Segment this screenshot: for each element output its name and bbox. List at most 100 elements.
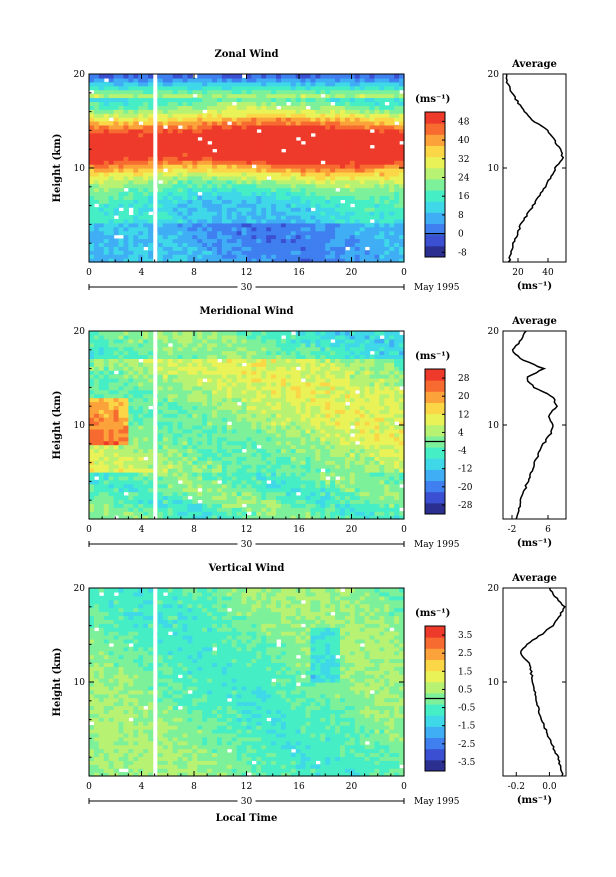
zonal-heatmap-cell [99, 141, 105, 146]
meridional-heatmap-cell [232, 382, 238, 387]
meridional-heatmap-cell [109, 484, 115, 489]
meridional-heatmap-cell [217, 468, 223, 473]
zonal-heatmap-cell [99, 203, 105, 208]
zonal-heatmap-cell [197, 172, 203, 177]
meridional-heatmap-cell [173, 421, 179, 426]
meridional-heatmap-cell [197, 378, 203, 383]
meridional-heatmap-cell [148, 445, 154, 450]
zonal-heatmap-cell [261, 152, 267, 157]
zonal-heatmap-cell [227, 152, 233, 157]
zonal-heatmap-cell [266, 195, 272, 200]
meridional-heatmap-cell [94, 429, 100, 434]
meridional-heatmap-cell [183, 347, 189, 352]
zonal-heatmap-cell [379, 250, 385, 255]
meridional-heatmap-cell [123, 484, 129, 489]
meridional-heatmap-cell [138, 468, 144, 473]
zonal-heatmap-cell [315, 207, 321, 212]
zonal-heatmap-cell [212, 235, 218, 240]
meridional-heatmap-cell [212, 382, 218, 387]
zonal-heatmap-cell [384, 250, 390, 255]
zonal-heatmap-cell [360, 148, 366, 153]
meridional-heatmap-cell [251, 480, 257, 485]
zonal-heatmap-cell [222, 172, 228, 177]
zonal-heatmap-cell [202, 176, 208, 181]
meridional-heatmap-cell [197, 382, 203, 387]
meridional-heatmap-cell [148, 452, 154, 457]
zonal-heatmap-cell [256, 242, 262, 247]
zonal-heatmap-cell [192, 109, 198, 114]
zonal-heatmap-cell [271, 254, 277, 259]
zonal-heatmap-cell [183, 90, 189, 95]
zonal-heatmap-cell [133, 125, 139, 130]
zonal-heatmap-cell [360, 172, 366, 177]
meridional-heatmap-cell [242, 468, 248, 473]
meridional-heatmap-cell [197, 503, 203, 508]
zonal-heatmap-cell [109, 101, 115, 106]
zonal-heatmap-cell [128, 219, 134, 224]
zonal-heatmap-cell [389, 109, 395, 114]
zonal-heatmap-cell [310, 160, 316, 165]
zonal-heatmap-cell [251, 156, 257, 161]
meridional-heatmap-cell [256, 511, 262, 516]
zonal-heatmap-cell [256, 125, 262, 130]
meridional-heatmap-cell [119, 464, 125, 469]
zonal-heatmap-cell [99, 176, 105, 181]
meridional-heatmap-cell [237, 405, 243, 410]
meridional-heatmap-cell [247, 394, 253, 399]
meridional-heatmap-cell [266, 452, 272, 457]
zonal-heatmap-cell [256, 250, 262, 255]
meridional-heatmap-cell [173, 441, 179, 446]
zonal-heatmap-cell [306, 211, 312, 216]
zonal-heatmap-cell [202, 152, 208, 157]
zonal-heatmap-cell [389, 215, 395, 220]
meridional-heatmap-cell [143, 429, 149, 434]
zonal-heatmap-cell [325, 137, 331, 142]
meridional-heatmap-cell [114, 507, 120, 512]
zonal-heatmap-cell [261, 219, 267, 224]
zonal-heatmap-cell [89, 211, 95, 216]
zonal-heatmap-cell [261, 168, 267, 173]
zonal-heatmap-cell [325, 231, 331, 236]
meridional-heatmap-cell [163, 472, 169, 477]
meridional-heatmap-cell [256, 437, 262, 442]
meridional-heatmap-cell [256, 378, 262, 383]
zonal-heatmap-cell [394, 242, 400, 247]
meridional-heatmap-cell [217, 496, 223, 501]
zonal-heatmap-cell [315, 231, 321, 236]
meridional-heatmap-cell [119, 488, 125, 493]
zonal-heatmap-cell [178, 254, 184, 259]
zonal-heatmap-cell [143, 192, 149, 197]
zonal-heatmap-cell [158, 199, 164, 204]
meridional-heatmap-cell [143, 347, 149, 352]
meridional-heatmap-cell [207, 437, 213, 442]
zonal-heatmap-cell [222, 101, 228, 106]
zonal-heatmap-cell [261, 109, 267, 114]
zonal-heatmap-cell [350, 141, 356, 146]
zonal-heatmap-cell [389, 211, 395, 216]
zonal-heatmap-cell [271, 117, 277, 122]
meridional-heatmap-cell [128, 425, 134, 430]
meridional-heatmap-cell [242, 390, 248, 395]
zonal-heatmap-cell [266, 239, 272, 244]
zonal-heatmap-cell [345, 94, 351, 99]
meridional-heatmap-cell [99, 496, 105, 501]
meridional-heatmap-cell [232, 413, 238, 418]
meridional-heatmap-cell [89, 382, 95, 387]
zonal-heatmap-cell [261, 184, 267, 189]
zonal-heatmap-cell [222, 109, 228, 114]
meridional-heatmap-cell [94, 445, 100, 450]
meridional-heatmap-cell [104, 425, 110, 430]
zonal-heatmap-cell [207, 254, 213, 259]
meridional-heatmap-cell [197, 484, 203, 489]
meridional-heatmap-cell [232, 362, 238, 367]
meridional-heatmap-cell [202, 355, 208, 360]
meridional-heatmap-cell [163, 492, 169, 497]
zonal-heatmap-cell [232, 82, 238, 87]
zonal-heatmap-cell [291, 231, 297, 236]
meridional-heatmap-cell [128, 398, 134, 403]
zonal-heatmap-cell [310, 113, 316, 118]
zonal-heatmap-cell [261, 145, 267, 150]
meridional-heatmap-cell [227, 409, 233, 414]
zonal-heatmap-cell [222, 129, 228, 134]
meridional-heatmap-cell [133, 492, 139, 497]
